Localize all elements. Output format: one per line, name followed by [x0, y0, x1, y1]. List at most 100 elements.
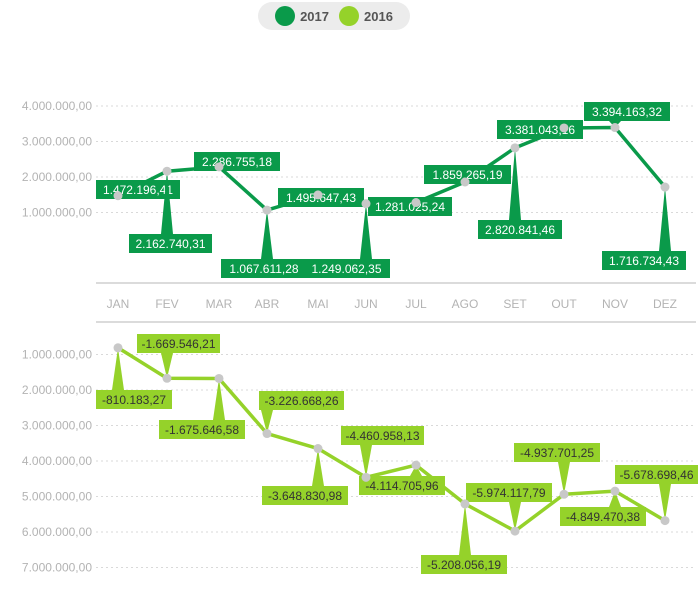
point-2016-nov [610, 486, 620, 496]
legend-label-2016: 2016 [364, 8, 393, 24]
label-box-2016-mai [262, 486, 348, 505]
data-label-2016-nov: -4.849.470,38 [566, 510, 640, 524]
point-2017-jun [361, 199, 371, 209]
series-line-2016 [117, 346, 666, 533]
point-2017-set [510, 143, 520, 153]
label-box-2017-ago [424, 165, 511, 184]
point-2016-out [559, 489, 569, 499]
x-tick-jun: JUN [354, 297, 377, 311]
y-tick-bottom-2: 2.000.000,00 [22, 383, 92, 397]
point-2017-mai [313, 190, 323, 200]
legend-dot-2017 [275, 6, 296, 26]
label-pointer-2016-1 [161, 353, 173, 379]
point-2016-jul [411, 460, 421, 470]
legend-dot-2016 [339, 6, 359, 26]
y-tick-bottom-6: 6.000.000,00 [22, 525, 92, 539]
point-2016-set [510, 526, 520, 536]
label-box-2016-nov [560, 507, 646, 526]
x-tick-mai: MAI [307, 297, 328, 311]
point-2016-mar [214, 373, 224, 383]
data-label-2017-jun: 1.249.062,35 [311, 262, 381, 276]
label-box-2017-set [478, 220, 562, 239]
point-2016-mai [313, 444, 323, 454]
data-label-2017-jan: 1.472.196,41 [103, 183, 173, 197]
legend-item-2016[interactable]: 2016 [339, 6, 393, 26]
label-pointer-2016-6 [410, 465, 422, 476]
x-tick-fev: FEV [155, 297, 178, 311]
data-label-2016-jun: -4.460.958,13 [345, 429, 419, 443]
chart-legend: 2017 2016 [258, 2, 410, 30]
data-label-2017-fev: 2.162.740,31 [135, 237, 205, 251]
point-2017-fev [162, 166, 172, 176]
point-2017-nov [610, 123, 620, 133]
x-tick-dez: DEZ [653, 297, 677, 311]
y-tick-top-3: 3.000.000,00 [22, 135, 92, 149]
data-label-2016-dez: -5.678.698,46 [619, 468, 693, 482]
point-2016-jan [113, 343, 123, 353]
label-box-2017-jul [368, 197, 452, 216]
point-2017-out [559, 123, 569, 133]
label-box-2016-mar [159, 420, 245, 439]
y-tick-bottom-1: 1.000.000,00 [22, 348, 92, 362]
label-pointer-2016-8 [509, 502, 521, 532]
point-2017-ago [460, 177, 470, 187]
label-pointer-2016-3 [261, 410, 273, 434]
label-box-2016-jul [359, 476, 445, 495]
label-pointer-2016-11 [659, 484, 671, 521]
label-pointer-2016-10 [609, 491, 621, 507]
data-label-2016-jan: -810.183,27 [102, 393, 166, 407]
label-pointer-2016-5 [360, 445, 372, 478]
label-pointer-2017-5 [360, 203, 372, 259]
point-2016-abr [262, 429, 272, 439]
data-label-2017-nov: 3.394.163,32 [592, 105, 662, 119]
label-box-2016-set [466, 483, 552, 502]
point-2017-abr [262, 205, 272, 215]
label-box-2016-jan [96, 390, 172, 409]
x-tick-mar: MAR [206, 297, 233, 311]
y-tick-top-2: 2.000.000,00 [22, 170, 92, 184]
label-box-2017-dez [602, 251, 686, 270]
x-tick-nov: NOV [602, 297, 628, 311]
data-label-2017-set: 2.820.841,46 [485, 223, 555, 237]
legend-label-2017: 2017 [300, 8, 329, 24]
x-tick-jul: JUL [405, 297, 427, 311]
label-box-2016-dez [615, 465, 698, 484]
data-label-2017-ago: 1.859.265,19 [432, 168, 502, 182]
data-label-2017-jul: 1.281.025,24 [375, 200, 445, 214]
point-2017-jul [411, 198, 421, 208]
point-2016-jun [361, 472, 371, 482]
label-pointer-2016-4 [312, 448, 324, 486]
y-tick-bottom-5: 5.000.000,00 [22, 490, 92, 504]
label-box-2016-ago [421, 555, 507, 574]
data-label-2017-dez: 1.716.734,43 [609, 254, 679, 268]
label-pointer-2017-8 [509, 147, 521, 220]
label-box-2017-fev [129, 234, 212, 253]
point-2017-mar [214, 162, 224, 172]
data-label-2017-abr: 1.067.611,28 [229, 262, 299, 276]
legend-item-2017[interactable]: 2017 [275, 6, 329, 26]
y-tick-bottom-7: 7.000.000,00 [22, 561, 92, 575]
data-label-2016-jul: -4.114.705,96 [365, 479, 438, 493]
label-pointer-2017-11 [659, 187, 671, 251]
data-label-2017-mar: 2.286.755,18 [202, 155, 272, 169]
label-box-2016-fev [137, 334, 220, 353]
label-box-2016-abr [259, 391, 344, 410]
y-tick-bottom-4: 4.000.000,00 [22, 454, 92, 468]
data-label-2016-fev: -1.669.546,21 [141, 337, 215, 351]
label-pointer-2017-3 [261, 210, 273, 259]
data-label-2016-out: -4.937.701,25 [520, 446, 594, 460]
label-pointer-2016-7 [459, 503, 471, 555]
x-tick-abr: ABR [255, 297, 280, 311]
data-label-2016-mai: -3.648.830,98 [268, 489, 342, 503]
x-tick-jan: JAN [107, 297, 130, 311]
label-box-2016-jun [341, 426, 424, 445]
label-pointer-2017-1 [161, 171, 173, 234]
data-label-2016-ago: -5.208.056,19 [427, 558, 501, 572]
data-label-2016-mar: -1.675.646,58 [165, 423, 239, 437]
label-pointer-2016-9 [558, 462, 570, 495]
label-box-2017-jun [303, 259, 390, 278]
label-pointer-2016-2 [213, 378, 225, 420]
point-2016-fev [162, 373, 172, 383]
label-box-2017-nov [584, 102, 670, 121]
